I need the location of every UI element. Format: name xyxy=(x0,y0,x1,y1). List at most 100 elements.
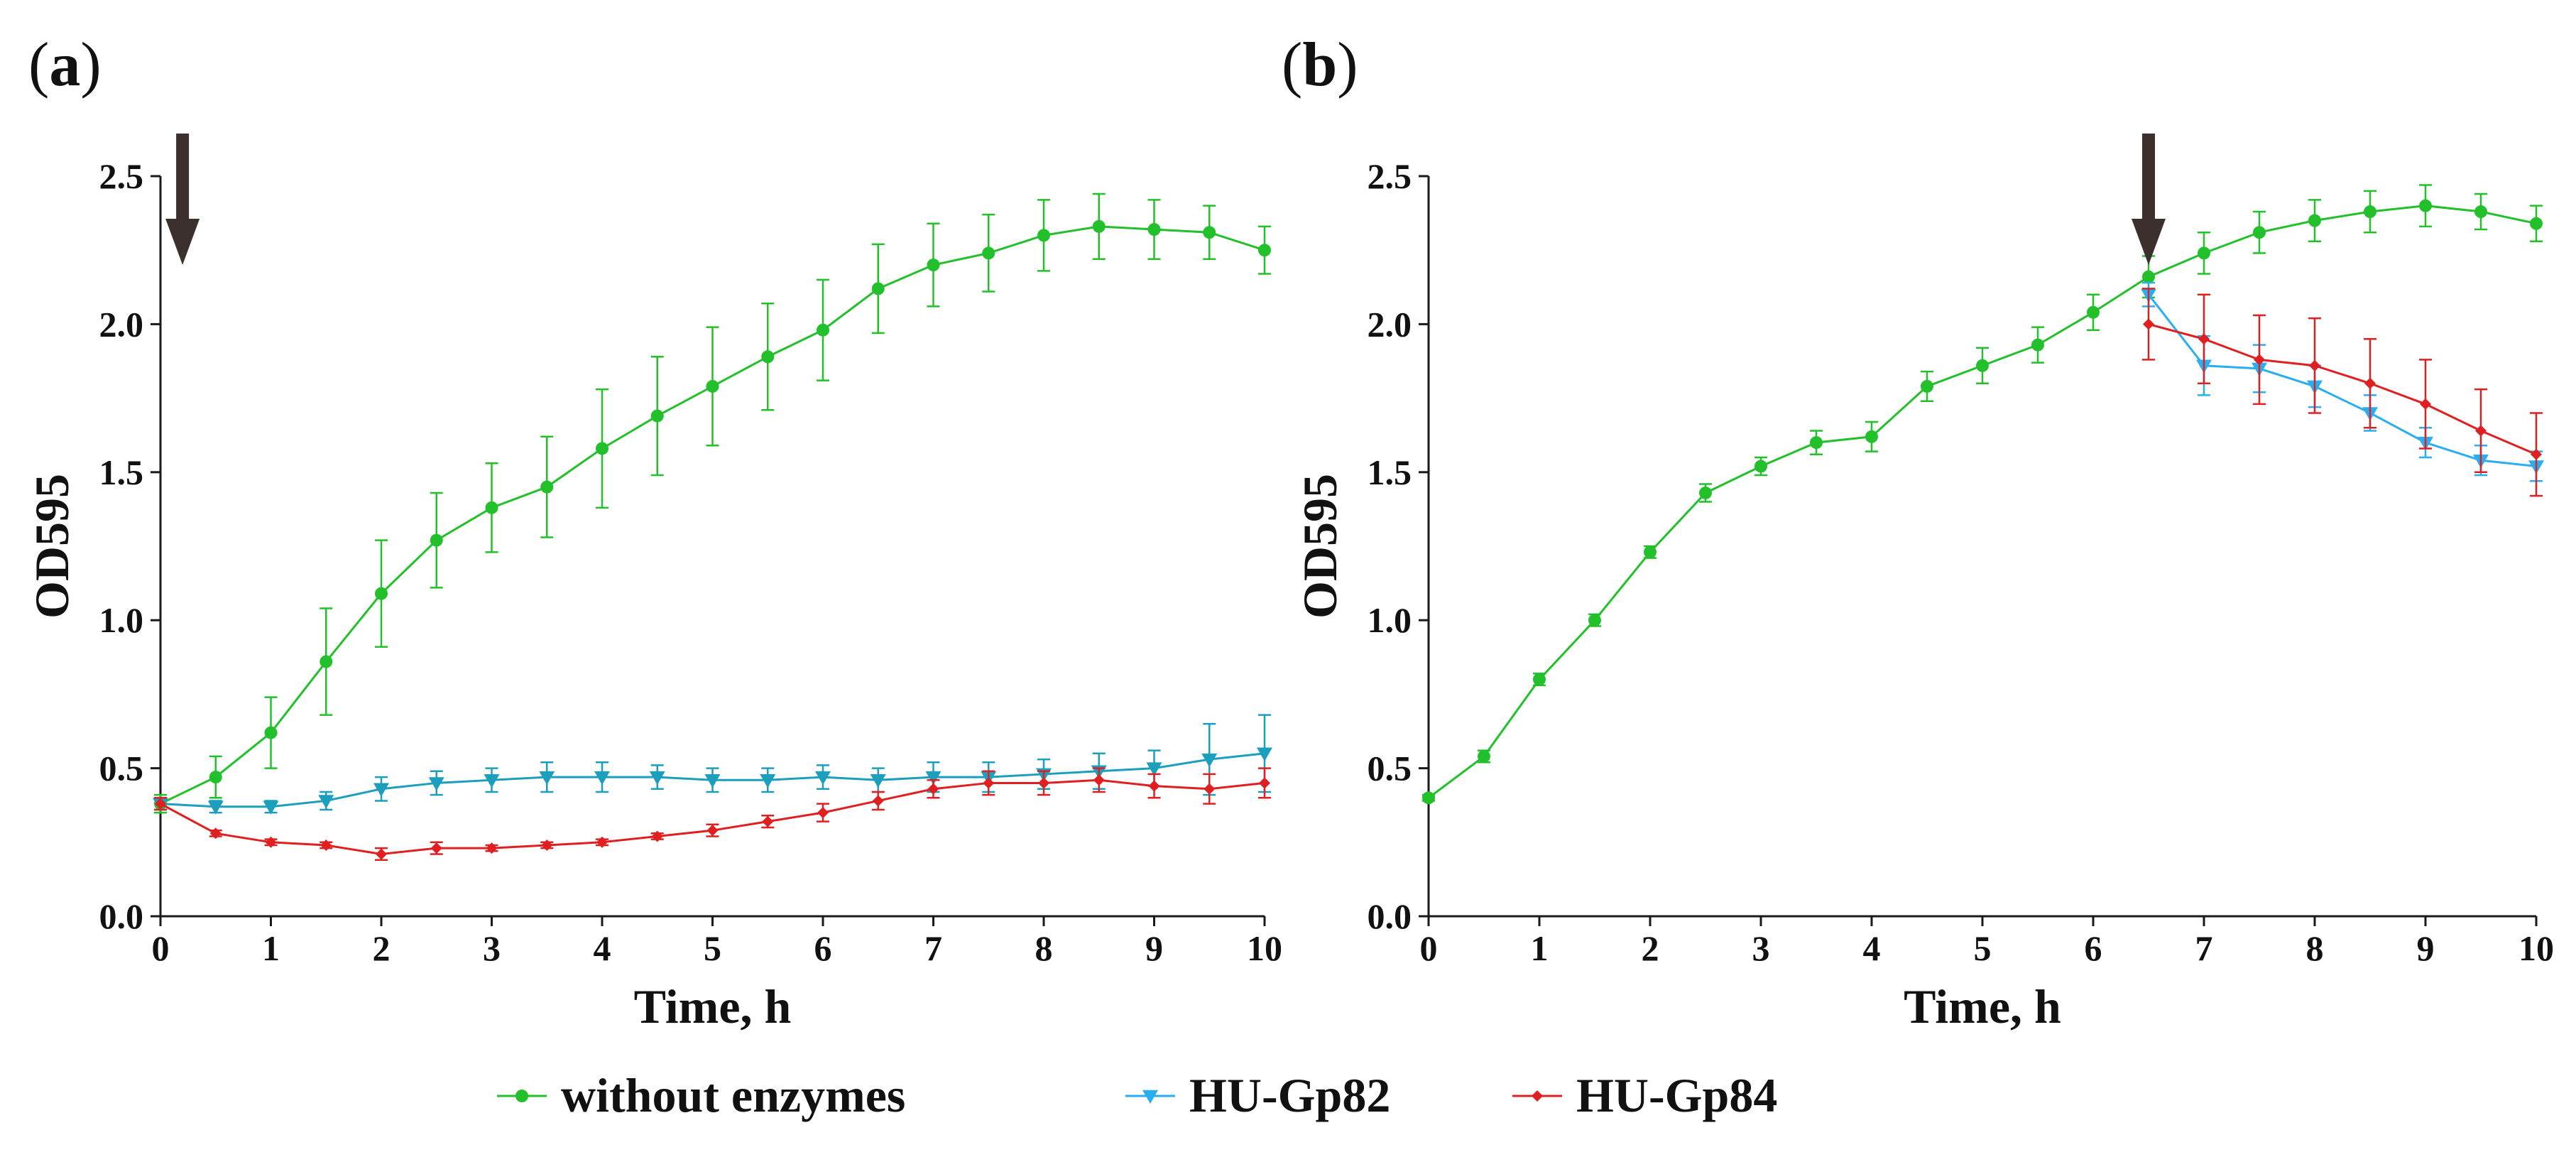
series-line xyxy=(160,225,1265,805)
data-point xyxy=(761,350,775,364)
data-point xyxy=(2531,448,2542,460)
data-point xyxy=(2031,338,2044,352)
data-point xyxy=(430,842,442,854)
data-point xyxy=(209,771,222,784)
panel-label-paren-open: ( xyxy=(28,31,49,99)
data-point xyxy=(539,771,555,786)
x-tick-label: 1 xyxy=(262,928,280,968)
x-tick-label: 10 xyxy=(1247,928,1282,968)
data-point xyxy=(541,839,553,851)
data-point xyxy=(2364,377,2376,389)
legend-label: HU-Gp84 xyxy=(1576,1068,1777,1122)
data-point xyxy=(2308,214,2321,227)
data-point xyxy=(2364,205,2376,219)
series-hu-gp82 xyxy=(153,714,1272,815)
data-point xyxy=(706,379,719,393)
y-axis-title: OD595 xyxy=(25,474,79,619)
x-tick-label: 4 xyxy=(594,928,611,968)
data-point xyxy=(1148,780,1160,792)
y-tick-label: 0.0 xyxy=(1368,896,1412,936)
x-tick-label: 2 xyxy=(1642,928,1659,968)
data-point xyxy=(373,783,389,797)
data-point xyxy=(428,777,444,791)
legend-label: without enzymes xyxy=(561,1068,905,1122)
panel-a-label: (a) xyxy=(28,31,102,99)
annotation-arrow xyxy=(2132,134,2166,265)
x-tick-label: 9 xyxy=(1145,928,1163,968)
series-line xyxy=(1428,205,2537,799)
data-point xyxy=(704,774,721,788)
data-point xyxy=(1201,753,1218,768)
legend-marker xyxy=(1142,1090,1158,1104)
data-point xyxy=(2087,305,2100,319)
data-point xyxy=(1257,747,1272,761)
data-point xyxy=(2254,354,2265,366)
data-point xyxy=(2420,398,2431,410)
data-point xyxy=(1699,486,1712,499)
y-tick-label: 0.5 xyxy=(1368,749,1412,788)
y-tick-label: 2.5 xyxy=(99,156,144,196)
data-point xyxy=(762,815,774,827)
data-point xyxy=(1976,359,1989,372)
data-point xyxy=(207,800,224,815)
data-point xyxy=(760,774,776,788)
data-point xyxy=(320,839,332,851)
data-point xyxy=(1092,219,1106,233)
data-point xyxy=(1037,229,1050,242)
data-point xyxy=(983,777,995,789)
data-point xyxy=(1754,460,1767,473)
data-point xyxy=(927,259,940,272)
data-point xyxy=(594,771,610,786)
data-point xyxy=(263,800,279,815)
data-point xyxy=(1865,430,1878,443)
data-point xyxy=(155,798,166,810)
data-point xyxy=(870,774,886,788)
x-tick-label: 10 xyxy=(2518,928,2554,968)
data-point xyxy=(430,533,443,547)
data-point xyxy=(817,807,829,819)
x-tick-label: 0 xyxy=(152,928,170,968)
panel-label-paren-open: ( xyxy=(1282,31,1302,99)
x-tick-label: 9 xyxy=(2417,928,2435,968)
panel-label-paren-close: ) xyxy=(1337,31,1358,99)
annotation-arrow xyxy=(165,134,200,265)
data-point xyxy=(1422,791,1435,805)
data-point xyxy=(2253,226,2266,239)
data-point xyxy=(484,774,500,788)
y-tick-label: 2.0 xyxy=(1368,304,1412,344)
data-point xyxy=(596,442,608,455)
data-point xyxy=(2142,270,2155,283)
data-point xyxy=(2198,333,2210,345)
data-point xyxy=(1204,783,1216,795)
data-point xyxy=(1203,226,1216,239)
data-point xyxy=(209,827,222,840)
y-tick-label: 2.0 xyxy=(99,304,144,344)
data-point xyxy=(2475,425,2487,437)
panel-b-label: (b) xyxy=(1282,31,1358,99)
data-point xyxy=(2143,318,2154,330)
data-point xyxy=(872,795,884,807)
x-tick-label: 5 xyxy=(1974,928,1992,968)
y-tick-label: 0.5 xyxy=(99,749,144,788)
legend-marker xyxy=(1532,1090,1543,1102)
x-tick-label: 7 xyxy=(924,928,942,968)
legend-item-hu-gp82: HU-Gp82 xyxy=(1125,1068,1390,1122)
x-tick-label: 0 xyxy=(1420,928,1438,968)
data-point xyxy=(265,836,277,848)
y-tick-label: 1.0 xyxy=(99,600,144,640)
data-point xyxy=(540,480,554,494)
data-point xyxy=(871,282,885,295)
data-point xyxy=(264,726,278,739)
data-point xyxy=(596,836,608,848)
panel-b: (b) 0 1 2 3 4 5 6 7 8 9 10 0.0 0.5 1.0 1.5 2.0 2.5 Time, … xyxy=(1282,31,2554,1033)
y-tick-label: 1.0 xyxy=(1368,600,1412,640)
legend-item-without-enzymes: without enzymes xyxy=(497,1068,905,1122)
data-point xyxy=(2474,205,2487,219)
panel-label-letter: b xyxy=(1302,31,1337,99)
data-point xyxy=(982,246,995,260)
data-point xyxy=(486,842,498,854)
data-point xyxy=(320,655,333,668)
data-point xyxy=(1259,777,1270,789)
data-point xyxy=(375,587,388,600)
panel-label-letter: a xyxy=(49,31,80,99)
